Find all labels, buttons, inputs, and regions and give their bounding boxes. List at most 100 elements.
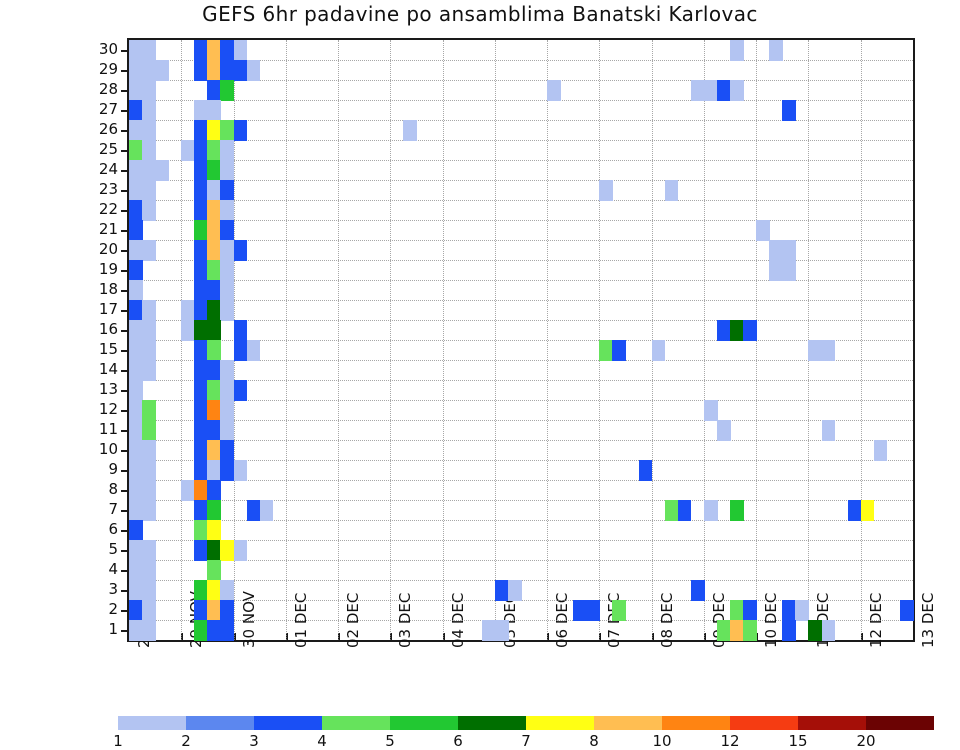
y-tick-label: 13 (98, 380, 118, 398)
y-tick-label: 16 (98, 320, 118, 338)
heatmap-cell (220, 380, 235, 401)
heatmap-cell (207, 380, 222, 401)
heatmap-cell (220, 260, 235, 281)
heatmap-cell (129, 200, 143, 221)
heatmap-cell (129, 500, 143, 521)
heatmap-cell (194, 100, 208, 121)
heatmap-cell (194, 300, 208, 321)
heatmap-cell (129, 280, 143, 301)
heatmap-cell (207, 400, 222, 421)
y-tick-label: 10 (98, 440, 118, 458)
heatmap-cell (181, 480, 195, 501)
heatmap-cell (142, 460, 156, 481)
heatmap-cell (181, 320, 195, 341)
heatmap-cell (129, 100, 143, 121)
heatmap-cell (586, 600, 600, 621)
heatmap-cell (717, 80, 731, 101)
heatmap-cell (730, 80, 744, 101)
heatmap-cell (142, 420, 156, 441)
heatmap-cell (743, 620, 757, 641)
heatmap-cell (194, 60, 208, 81)
heatmap-cell (155, 60, 169, 81)
heatmap-cell (220, 540, 235, 561)
x-tick-mark (390, 633, 393, 641)
heatmap-cell (129, 560, 143, 581)
heatmap-cell (873, 440, 888, 461)
heatmap-cell (207, 480, 222, 501)
colorbar-tick-label: 8 (589, 732, 599, 750)
heatmap-cell (142, 560, 156, 581)
heatmap-cell (194, 220, 208, 241)
heatmap-cell (207, 140, 222, 161)
heatmap-cell (194, 480, 208, 501)
heatmap-cell (194, 120, 208, 141)
heatmap-cell (220, 600, 235, 621)
heatmap-cell (220, 180, 235, 201)
heatmap-cell (129, 40, 143, 61)
heatmap-cell (194, 360, 208, 381)
y-tick-label: 1 (108, 620, 118, 638)
y-tick-mark (121, 370, 130, 372)
gridline-vertical (860, 40, 862, 640)
heatmap-cell (129, 60, 143, 81)
heatmap-cell (194, 320, 208, 341)
heatmap-cell (246, 60, 261, 81)
heatmap-cell (129, 300, 143, 321)
heatmap-cell (207, 500, 222, 521)
heatmap-cell (233, 40, 248, 61)
y-tick-mark (121, 410, 130, 412)
heatmap-cell (860, 500, 875, 521)
heatmap-cell (220, 140, 235, 161)
heatmap-cell (129, 120, 143, 141)
y-tick-mark (121, 230, 130, 232)
heatmap-cell (129, 80, 143, 101)
heatmap-cell (129, 320, 143, 341)
heatmap-cell (233, 540, 248, 561)
gridline-vertical (390, 40, 392, 640)
heatmap-cell (129, 520, 143, 541)
heatmap-cell (220, 240, 235, 261)
heatmap-cell (207, 280, 222, 301)
heatmap-cell (233, 460, 248, 481)
gridline-horizontal (129, 300, 913, 301)
heatmap-cell (769, 40, 783, 61)
heatmap-cells (129, 40, 914, 641)
heatmap-cell (821, 340, 836, 361)
colorbar-band (186, 716, 254, 730)
heatmap-cell (129, 180, 143, 201)
y-tick-label: 29 (98, 60, 118, 78)
heatmap-cell (220, 60, 235, 81)
gridline-horizontal (129, 60, 913, 61)
heatmap-cell (142, 300, 156, 321)
heatmap-cell (142, 480, 156, 501)
heatmap-cell (233, 240, 248, 261)
heatmap-cell (756, 220, 770, 241)
gridline-horizontal (129, 220, 913, 221)
heatmap-cell (233, 340, 248, 361)
gridline-horizontal (129, 340, 913, 341)
heatmap-cell (220, 440, 235, 461)
heatmap-cell (769, 240, 783, 261)
y-tick-mark (121, 310, 130, 312)
colorbar-band (526, 716, 594, 730)
heatmap-cell (207, 220, 222, 241)
x-tick-mark (599, 633, 602, 641)
y-tick-label: 9 (108, 460, 118, 478)
x-tick-mark (651, 633, 654, 641)
heatmap-cell (142, 140, 156, 161)
colorbar-tick-label: 20 (856, 732, 876, 750)
heatmap-cell (142, 60, 156, 81)
heatmap-cell (207, 120, 222, 141)
heatmap-cell (703, 80, 718, 101)
heatmap-cell (220, 620, 235, 641)
heatmap-cell (207, 80, 222, 101)
heatmap-cell (690, 80, 705, 101)
x-tick-mark (913, 633, 915, 641)
heatmap-cell (207, 320, 222, 341)
heatmap-cell (599, 340, 614, 361)
heatmap-cell (220, 300, 235, 321)
heatmap-cell (207, 360, 222, 381)
heatmap-cell (142, 80, 156, 101)
heatmap-cell (220, 420, 235, 441)
